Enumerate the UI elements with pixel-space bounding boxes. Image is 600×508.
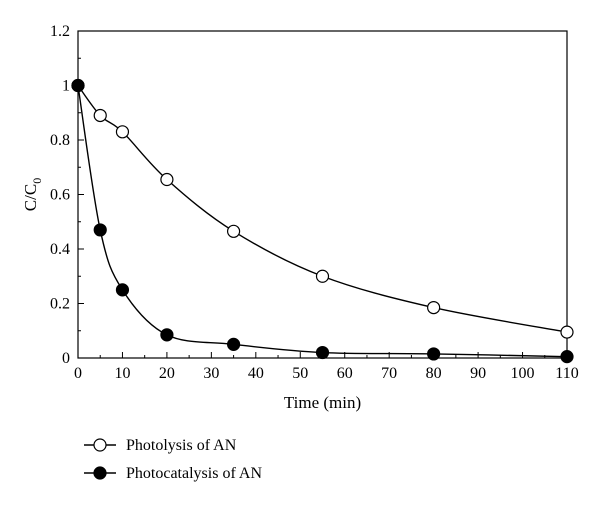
data-point-open <box>560 325 574 339</box>
x-axis-ticks: 0 10 20 30 40 50 60 70 80 90 100 110 <box>74 352 579 382</box>
y-tick-label: 0.6 <box>50 187 70 204</box>
data-point-open <box>226 224 241 238</box>
data-point-filled <box>226 337 241 351</box>
legend-marker-filled <box>93 466 107 480</box>
series-line-0 <box>77 85 568 333</box>
x-tick-label: 20 <box>159 365 175 382</box>
x-tick-label: 50 <box>292 365 308 382</box>
series-points <box>71 78 574 364</box>
y-tick-label: 0 <box>62 350 70 367</box>
y-tick-label: 1.2 <box>50 23 70 40</box>
data-point-filled <box>160 328 174 342</box>
y-tick-label: 1 <box>62 78 70 95</box>
plot-frame <box>77 30 568 359</box>
data-point-filled <box>427 347 441 361</box>
y-tick-label: 0.8 <box>50 132 70 149</box>
x-axis-title: Time (min) <box>284 393 361 412</box>
series-lines <box>77 85 568 358</box>
data-point-open <box>115 125 130 139</box>
x-tick-label: 40 <box>248 365 264 382</box>
data-point-filled <box>115 283 130 297</box>
legend-marker-open <box>93 438 107 452</box>
legend-label: Photolysis of AN <box>126 437 237 454</box>
y-tick-label: 0.4 <box>50 241 70 258</box>
data-point-filled <box>71 78 85 93</box>
data-point-open <box>160 172 174 187</box>
data-point-filled <box>315 345 330 360</box>
y-tick-label: 0.2 <box>50 296 70 313</box>
data-point-open <box>315 269 330 283</box>
y-axis-title-main: C/C <box>21 184 40 211</box>
y-axis-title-subscript: 0 <box>30 178 44 184</box>
data-point-filled <box>93 223 107 237</box>
svg-text:C/C0: C/C0 <box>21 178 44 211</box>
legend: Photolysis of AN Photocatalysis of AN <box>84 437 262 482</box>
data-point-open <box>93 108 107 123</box>
data-point-filled <box>560 350 574 364</box>
x-tick-label: 100 <box>511 365 535 382</box>
legend-label: Photocatalysis of AN <box>126 465 262 482</box>
series-line-1 <box>77 85 568 358</box>
y-axis-title: C/C0 <box>21 178 44 211</box>
y-axis-ticks: 0 0.2 0.4 0.6 0.8 1 1.2 <box>50 23 84 367</box>
x-tick-label: 70 <box>381 365 397 382</box>
x-tick-label: 60 <box>337 365 353 382</box>
x-tick-label: 80 <box>426 365 442 382</box>
x-tick-label: 110 <box>555 365 578 382</box>
data-point-open <box>427 300 441 315</box>
x-tick-label: 30 <box>203 365 219 382</box>
x-tick-label: 0 <box>74 365 82 382</box>
x-tick-label: 90 <box>470 365 486 382</box>
x-tick-label: 10 <box>114 365 130 382</box>
